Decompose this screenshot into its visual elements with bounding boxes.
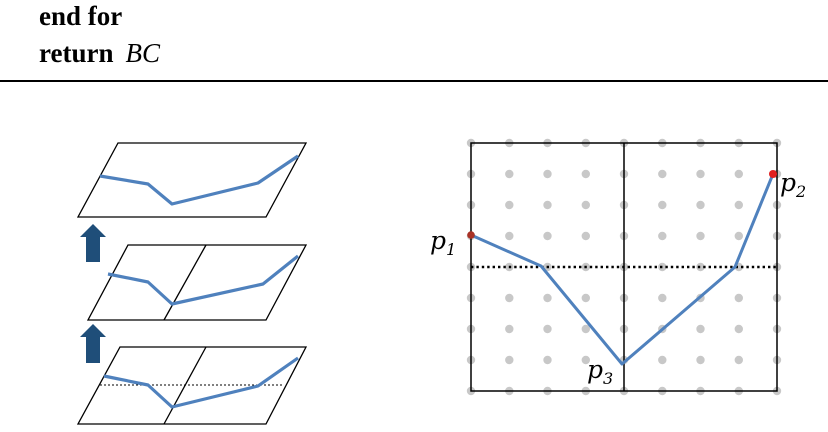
layer-stack	[76, 142, 308, 425]
up-arrow-icon	[80, 224, 106, 262]
grid-dot	[543, 200, 552, 210]
grid-dot	[658, 293, 667, 303]
p2-point	[769, 170, 777, 178]
grid-dot	[734, 169, 743, 179]
grid-dot	[581, 293, 590, 303]
layer-top-path	[99, 154, 299, 206]
grid-dot	[581, 231, 590, 241]
p2-label: p2	[780, 168, 806, 201]
layer-top-plane	[76, 142, 308, 218]
layer-top	[76, 142, 308, 218]
grid-dot	[543, 169, 552, 179]
up-arrow-icon	[80, 324, 106, 363]
layer-middle-divider	[163, 244, 207, 321]
grid-dot	[658, 200, 667, 210]
algorithm-bottom-rule	[0, 80, 828, 82]
p1-point	[467, 231, 475, 239]
algorithm-line-return: return BC	[39, 38, 160, 69]
layer-bottom-path	[103, 356, 299, 409]
grid-dot	[505, 293, 514, 303]
grid-dot	[696, 355, 705, 365]
keyword-return: return	[39, 38, 114, 68]
grid-dot	[696, 324, 705, 334]
grid-dot	[734, 324, 743, 334]
keyword-end-for: end for	[39, 1, 123, 31]
grid-dot	[696, 169, 705, 179]
grid-dot	[734, 200, 743, 210]
grid-dot	[734, 293, 743, 303]
grid-dot	[734, 231, 743, 241]
p1-label: p1	[430, 226, 456, 259]
grid-diagram: p1 p2 p3	[430, 138, 806, 396]
grid-dot	[734, 355, 743, 365]
grid-dot	[543, 231, 552, 241]
layer-middle-path	[107, 254, 299, 306]
grid-dot	[581, 200, 590, 210]
return-variable: BC	[125, 38, 161, 68]
grid-path	[470, 173, 775, 366]
grid-dot	[543, 293, 552, 303]
grid-dot	[543, 324, 552, 334]
grid-dot	[505, 169, 514, 179]
layer-middle	[86, 244, 308, 321]
grid-dot	[696, 231, 705, 241]
layer-middle-plane	[86, 244, 308, 321]
grid-dot	[505, 355, 514, 365]
grid-dot	[581, 355, 590, 365]
grid-dot	[658, 355, 667, 365]
grid-dot	[505, 200, 514, 210]
grid-dot	[658, 169, 667, 179]
layer-bottom	[76, 346, 308, 425]
grid-dot	[505, 231, 514, 241]
grid-dot	[696, 262, 705, 272]
grid-dot	[543, 355, 552, 365]
grid-dot	[581, 324, 590, 334]
grid-dot	[581, 169, 590, 179]
algorithm-line-end-for: end for	[39, 1, 122, 32]
grid-dot	[505, 324, 514, 334]
grid-dot	[696, 200, 705, 210]
p3-label: p3	[587, 355, 613, 388]
grid-dot	[658, 231, 667, 241]
